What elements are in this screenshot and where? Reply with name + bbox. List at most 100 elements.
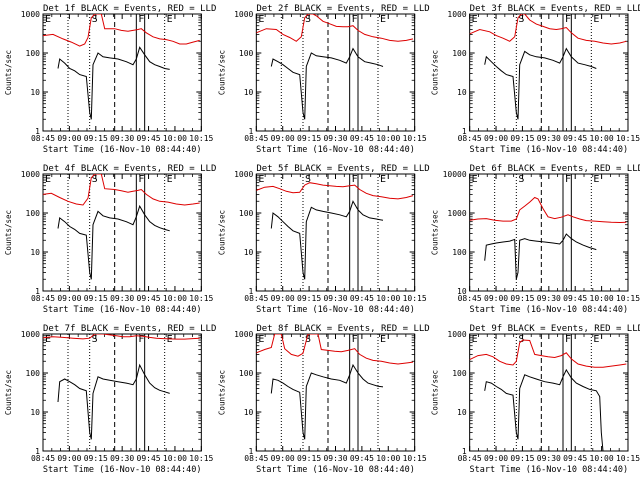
x-tick-label: 09:15	[297, 294, 321, 303]
panel-title: Det 5f BLACK = Events, RED = LLD	[256, 164, 429, 174]
panel-9: Det 9f BLACK = Events, RED = LLD 1 10 100 10…	[431, 324, 640, 475]
event-marker-label: S	[518, 174, 524, 185]
series-events-line	[270, 47, 384, 120]
series-lld-line	[469, 339, 627, 368]
x-axis-label: Start Time (16-Nov-10 08:44:40)	[470, 305, 629, 315]
x-tick-label: 08:45	[244, 134, 268, 143]
y-tick-label: 1000	[447, 330, 466, 339]
event-marker-label: E	[380, 334, 386, 345]
event-marker-label: S	[92, 174, 98, 185]
panel-3: Det 3f BLACK = Events, RED = LLD 1 10 100 10…	[431, 4, 640, 155]
event-marker-label: E	[45, 174, 51, 185]
y-tick-label: 10	[244, 88, 254, 97]
event-marker-label: F	[138, 174, 144, 185]
x-tick-label: 09:45	[137, 134, 161, 143]
panel-7: Det 7f BLACK = Events, RED = LLD 1 10 100 10…	[4, 324, 216, 475]
y-tick-label: 1000	[234, 170, 253, 179]
x-tick-label: 09:00	[57, 294, 81, 303]
event-marker-label: E	[258, 174, 264, 185]
y-tick-label: 1	[35, 287, 40, 296]
x-tick-label: 09:45	[350, 454, 374, 463]
x-tick-label: 10:00	[163, 134, 187, 143]
panel-title: Det 8f BLACK = Events, RED = LLD	[256, 324, 429, 334]
x-axis-label: Start Time (16-Nov-10 08:44:40)	[43, 305, 202, 315]
x-tick-label: 08:45	[458, 134, 482, 143]
y-tick-label: 1000	[21, 330, 40, 339]
plot-frame	[42, 173, 202, 292]
x-tick-label: 09:15	[84, 294, 108, 303]
event-marker-label: E	[472, 14, 478, 25]
x-tick-label: 10:00	[590, 294, 614, 303]
x-tick-label: 10:15	[189, 134, 213, 143]
panel-1: Det 1f BLACK = Events, RED = LLD 1 10 100 10…	[4, 4, 216, 155]
x-tick-label: 10:15	[616, 134, 640, 143]
y-tick-label: 10	[457, 88, 467, 97]
y-tick-label: 1000	[447, 209, 466, 218]
series-events-line	[57, 363, 170, 440]
panel-title: Det 6f BLACK = Events, RED = LLD	[470, 164, 640, 174]
x-tick-label: 10:15	[189, 294, 213, 303]
x-tick-label: 10:00	[163, 454, 187, 463]
y-tick-label: 100	[26, 209, 41, 218]
event-marker-label: S	[92, 334, 98, 345]
y-tick-label: 100	[239, 209, 254, 218]
x-tick-label: 09:30	[537, 454, 561, 463]
x-axis-label: Start Time (16-Nov-10 08:44:40)	[256, 465, 415, 475]
x-tick-label: 09:30	[537, 294, 561, 303]
x-tick-label: 09:30	[323, 454, 347, 463]
plot-frame	[255, 13, 416, 132]
x-tick-label: 09:30	[323, 134, 347, 143]
event-marker-label: E	[45, 334, 51, 345]
series-lld-line	[43, 14, 200, 47]
event-marker-label: E	[258, 14, 264, 25]
x-tick-label: 08:45	[31, 134, 55, 143]
x-tick-label: 10:00	[376, 294, 400, 303]
x-tick-label: 10:00	[590, 134, 614, 143]
x-tick-label: 09:15	[510, 294, 534, 303]
y-tick-label: 1000	[21, 170, 40, 179]
y-tick-label: 1	[249, 287, 254, 296]
plot-frame	[469, 13, 629, 132]
series-lld-line	[256, 14, 414, 42]
event-marker-label: S	[305, 334, 311, 345]
y-axis-label: Counts/sec	[217, 50, 226, 95]
y-tick-label: 1	[249, 127, 254, 136]
event-marker-label: E	[167, 334, 173, 345]
x-axis-label: Start Time (16-Nov-10 08:44:40)	[470, 465, 629, 475]
x-tick-label: 08:45	[458, 294, 482, 303]
y-tick-label: 10	[30, 88, 40, 97]
event-marker-label: E	[593, 14, 599, 25]
y-tick-label: 1	[462, 127, 467, 136]
y-tick-label: 1000	[21, 10, 40, 19]
x-tick-label: 09:00	[57, 454, 81, 463]
series-events-line	[484, 368, 604, 451]
panel-title: Det 1f BLACK = Events, RED = LLD	[43, 4, 216, 14]
panel-4: Det 4f BLACK = Events, RED = LLD 1 10 100 10…	[4, 164, 216, 315]
x-tick-label: 09:15	[84, 454, 108, 463]
series-events-line	[57, 46, 170, 120]
x-tick-label: 09:15	[297, 134, 321, 143]
x-tick-label: 09:30	[323, 294, 347, 303]
series-events-line	[270, 200, 384, 280]
y-tick-label: 10	[30, 248, 40, 257]
x-tick-label: 10:00	[163, 294, 187, 303]
panel-8: Det 8f BLACK = Events, RED = LLD 1 10 100 10…	[217, 324, 429, 475]
x-tick-label: 09:30	[110, 294, 134, 303]
panel-title: Det 7f BLACK = Events, RED = LLD	[43, 324, 216, 334]
series-events-line	[484, 47, 597, 120]
event-marker-label: E	[472, 334, 478, 345]
y-tick-label: 10	[244, 408, 254, 417]
event-marker-label: E	[593, 174, 599, 185]
y-tick-label: 100	[239, 369, 254, 378]
event-marker-label: S	[518, 334, 524, 345]
x-tick-label: 09:15	[297, 454, 321, 463]
y-tick-label: 100	[26, 369, 41, 378]
event-marker-label: S	[305, 174, 311, 185]
y-tick-label: 1	[462, 447, 467, 456]
event-marker-label: S	[305, 14, 311, 25]
x-tick-label: 09:45	[563, 294, 587, 303]
series-lld-line	[469, 14, 627, 45]
series-lld-line	[256, 334, 414, 365]
plot-frame	[469, 173, 629, 292]
x-tick-label: 08:45	[244, 454, 268, 463]
